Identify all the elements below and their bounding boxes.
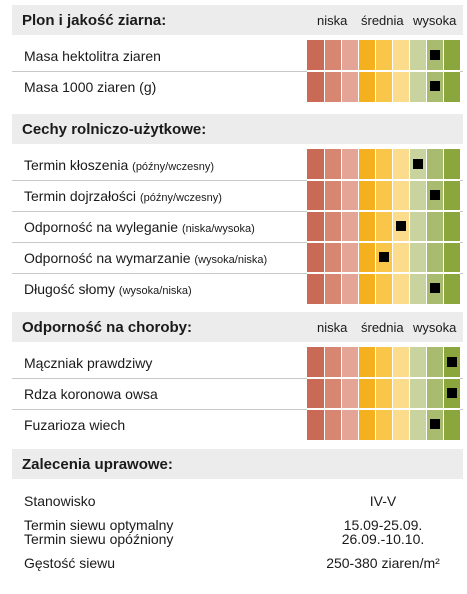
termin-opozniony-value: 26.09.-10.10. [341, 531, 425, 547]
row-separator [12, 242, 463, 243]
section-title: Zalecenia uprawowe: [22, 456, 173, 473]
scale-divider [341, 347, 342, 440]
grid-row-separator [307, 179, 460, 181]
grid-row-separator [307, 272, 460, 274]
row-hint: (niska/wysoka) [182, 223, 255, 235]
rating-marker [430, 283, 440, 293]
scale-cell [341, 347, 358, 440]
row-separator [12, 273, 463, 274]
scale-cell [307, 149, 324, 304]
rating-marker [430, 419, 440, 429]
scale-label-low: niska [317, 320, 348, 335]
rating-marker [447, 388, 457, 398]
section-header-choroby: Odporność na choroby: niska średnia wyso… [12, 312, 463, 342]
scale-label-mid: średnia [361, 13, 404, 28]
row-label: Odporność na wyleganie (niska/wysoka) [24, 219, 255, 235]
scale-divider [392, 347, 393, 440]
section-title: Odporność na choroby: [22, 319, 193, 336]
scale-label-high: wysoka [413, 13, 457, 28]
section-title: Cechy rolniczo-użytkowe: [22, 121, 207, 138]
row-hint: (wysoka/niska) [118, 285, 192, 297]
scale-cell [358, 149, 375, 304]
section-header-plon: Plon i jakość ziarna: niska średnia wyso… [12, 5, 463, 35]
scale-label-mid: średnia [361, 320, 404, 335]
scale-divider [358, 347, 359, 440]
row-separator [12, 211, 463, 212]
scale-cell [375, 347, 392, 440]
scale-cell [324, 149, 341, 304]
scale-divider [409, 347, 410, 440]
scale-cell [426, 149, 443, 304]
row-hint: (późny/wczesny) [139, 192, 222, 204]
row-hint: (późny/wczesny) [132, 161, 215, 173]
section-header-zalecenia: Zalecenia uprawowe: [12, 449, 463, 479]
scale-divider [324, 347, 325, 440]
row-label: Masa 1000 ziaren (g) [24, 79, 157, 95]
row-label: Termin dojrzałości (późny/wczesny) [24, 188, 222, 204]
scale-divider [341, 149, 342, 304]
grid-row-separator [307, 377, 460, 379]
scale-cell [358, 347, 375, 440]
grid-row-separator [307, 241, 460, 243]
section-title: Plon i jakość ziarna: [22, 12, 167, 29]
scale-label-low: niska [317, 13, 348, 28]
row-label: Masa hektolitra ziaren [24, 48, 161, 64]
grid-row-separator [307, 210, 460, 212]
scale-divider [426, 149, 427, 304]
termin-opozniony-label: Termin siewu opóźniony [24, 531, 174, 547]
section-header-cechy: Cechy rolniczo-użytkowe: [12, 114, 463, 144]
scale-cell [409, 149, 426, 304]
gestosc-siewu-value: 250-380 ziaren/m² [326, 555, 440, 571]
scale-cell [392, 347, 409, 440]
rating-marker [430, 190, 440, 200]
grid-row-separator [307, 70, 460, 72]
scale-divider [443, 149, 444, 304]
row-separator [12, 378, 463, 379]
gestosc-siewu-label: Gęstość siewu [24, 555, 116, 571]
scale-cell [426, 347, 443, 440]
scale-cell [324, 347, 341, 440]
rating-marker [447, 357, 457, 367]
grid-row-separator [307, 408, 460, 410]
scale-divider [324, 149, 325, 304]
row-separator [12, 180, 463, 181]
row-label: Odporność na wymarzanie (wysoka/niska) [24, 250, 268, 266]
scale-cell [307, 347, 324, 440]
rating-marker [396, 221, 406, 231]
row-label: Rdza koronowa owsa [24, 386, 158, 402]
rating-marker [430, 81, 440, 91]
scale-cell [443, 149, 460, 304]
row-label: Termin kłoszenia (późny/wczesny) [24, 157, 215, 173]
row-label: Fuzarioza wiech [24, 417, 126, 433]
row-separator [12, 409, 463, 410]
scale-divider [443, 347, 444, 440]
stanowisko-label: Stanowisko [24, 493, 96, 509]
row-label: Długość słomy (wysoka/niska) [24, 281, 192, 297]
scale-divider [375, 347, 376, 440]
row-label: Mączniak prawdziwy [24, 355, 153, 371]
scale-divider [375, 149, 376, 304]
scale-cell [375, 149, 392, 304]
rating-marker [413, 159, 423, 169]
rating-marker [430, 50, 440, 60]
scale-divider [392, 149, 393, 304]
termin-optymalny-label: Termin siewu optymalny [24, 517, 174, 533]
scale-divider [358, 149, 359, 304]
scale-divider [426, 347, 427, 440]
rating-marker [379, 252, 389, 262]
scale-label-high: wysoka [413, 320, 457, 335]
scale-cell [409, 347, 426, 440]
scale-cell [341, 149, 358, 304]
termin-optymalny-value: 15.09-25.09. [343, 517, 423, 533]
scale-divider [409, 149, 410, 304]
row-separator [12, 71, 463, 72]
stanowisko-value: IV-V [369, 493, 397, 509]
row-hint: (wysoka/niska) [194, 254, 268, 266]
